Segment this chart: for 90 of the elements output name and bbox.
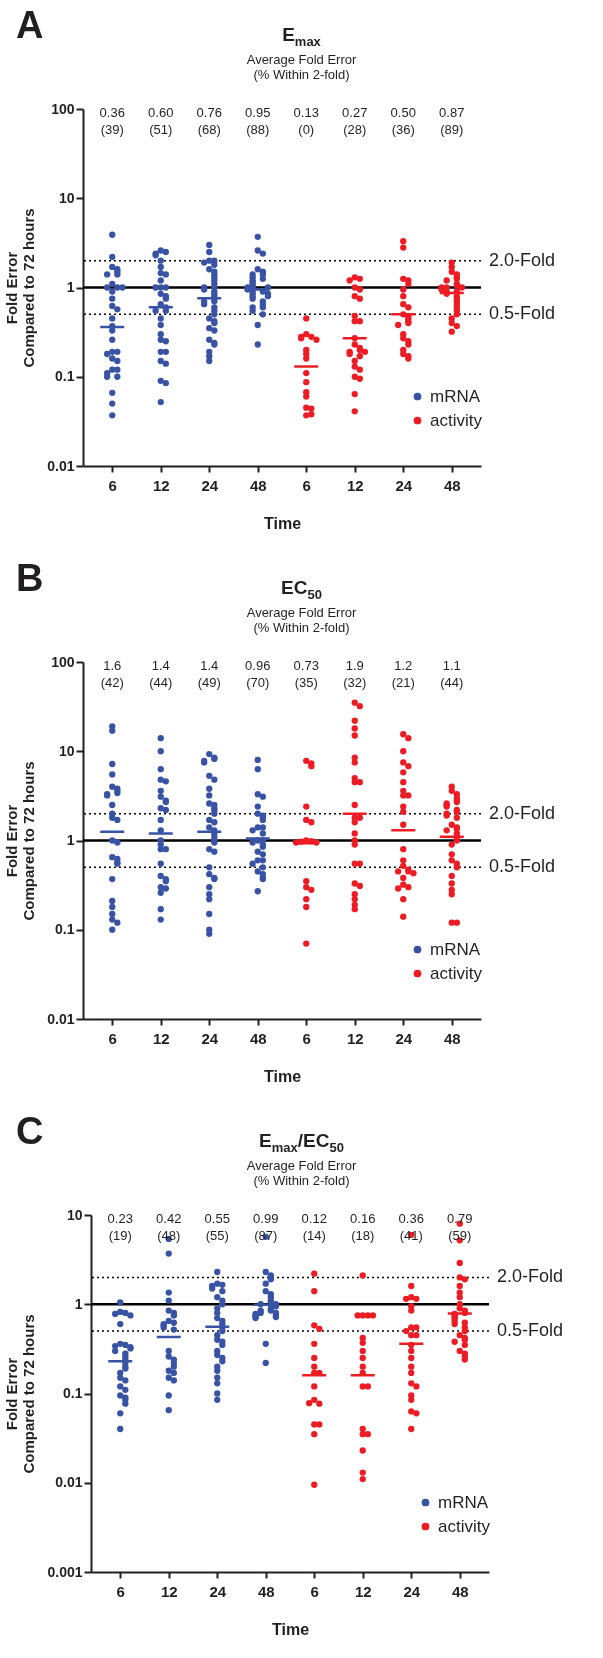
text: C xyxy=(16,1110,44,1153)
x-tick-label: 48 xyxy=(443,1029,461,1047)
annotation: 0.12 (14) xyxy=(301,1211,327,1243)
annotation: 0.13 (0) xyxy=(293,105,319,137)
text: A xyxy=(16,4,44,47)
x-tick-label: 48 xyxy=(257,1582,275,1600)
ref-line-label: 0.5-Fold xyxy=(489,303,556,324)
y-tick-label: 10 xyxy=(58,189,75,206)
ref-line-label: 0.5-Fold xyxy=(489,856,556,877)
y-tick-label: 100 xyxy=(51,653,75,670)
x-tick-label: 12 xyxy=(354,1582,372,1600)
x-tick-label: 48 xyxy=(249,1029,267,1047)
x-tick-label: 48 xyxy=(249,476,267,494)
y-tick-label: 0.1 xyxy=(63,1385,83,1401)
x-tick-label: 48 xyxy=(451,1582,469,1600)
x-tick-label: 48 xyxy=(443,476,461,494)
legend-label: mRNA xyxy=(430,939,481,959)
legend-label: mRNA xyxy=(430,386,481,406)
y-tick-label: 0.1 xyxy=(55,368,75,385)
x-tick-label: 24 xyxy=(201,476,219,494)
annotation: 0.27 (28) xyxy=(342,105,368,137)
x-tick-label: 12 xyxy=(346,1029,364,1047)
annotation: 0.76 (68) xyxy=(196,105,222,137)
legend-label: activity xyxy=(430,410,483,430)
annotation: 0.36 (39) xyxy=(99,105,125,137)
text: B xyxy=(16,557,44,600)
x-tick-label: 6 xyxy=(108,476,117,494)
y-axis-title: Fold Error Compared to 72 hours xyxy=(3,208,38,368)
x-tick-label: 12 xyxy=(152,476,170,494)
y-tick-label: 0.01 xyxy=(47,1010,75,1027)
x-tick-label: 24 xyxy=(403,1582,421,1600)
annotation: 1.9 (32) xyxy=(343,658,367,690)
x-tick-label: 6 xyxy=(302,476,311,494)
y-tick-label: 1 xyxy=(74,1295,83,1312)
ref-line-label: 2.0-Fold xyxy=(489,249,556,270)
y-tick-label: 10 xyxy=(58,742,75,759)
legend-label: activity xyxy=(438,1516,491,1536)
y-tick-label: 0.01 xyxy=(47,457,75,474)
annotation: 0.23 (19) xyxy=(107,1211,133,1243)
annotation: 0.50 (36) xyxy=(390,105,416,137)
annotation: 1.4 (49) xyxy=(197,658,221,690)
x-tick-label: 24 xyxy=(209,1582,227,1600)
ref-line-label: 0.5-Fold xyxy=(497,1320,564,1341)
chart-title: E$_{max}$/EC$_{50}$ xyxy=(259,1130,344,1155)
x-tick-label: 24 xyxy=(395,476,413,494)
x-tick-label: 6 xyxy=(116,1582,125,1600)
x-tick-label: 12 xyxy=(160,1582,178,1600)
y-axis-title: Fold Error Compared to 72 hours xyxy=(3,1314,38,1474)
annotation: 0.60 (51) xyxy=(148,105,174,137)
y-tick-label: 0.1 xyxy=(55,921,75,938)
text: Average Fold Error (% Within 2-fold) xyxy=(245,605,358,635)
x-tick-label: 12 xyxy=(346,476,364,494)
y-tick-label: 10 xyxy=(66,1206,83,1223)
annotation: 0.99 (87) xyxy=(253,1211,279,1243)
annotation: 0.36 (41) xyxy=(398,1211,424,1243)
y-axis-title: Fold Error Compared to 72 hours xyxy=(3,761,38,921)
x-axis-title: Time xyxy=(271,1620,310,1638)
legend-label: activity xyxy=(430,963,483,983)
x-tick-label: 12 xyxy=(152,1029,170,1047)
annotation: 0.55 (55) xyxy=(204,1211,230,1243)
annotation: 1.4 (44) xyxy=(149,658,173,690)
x-tick-label: 6 xyxy=(108,1029,117,1047)
annotation: 0.96 (70) xyxy=(245,658,271,690)
x-tick-label: 24 xyxy=(395,1029,413,1047)
x-tick-label: 6 xyxy=(310,1582,319,1600)
annotation: 1.6 (42) xyxy=(100,658,124,690)
annotation: 0.73 (35) xyxy=(293,658,319,690)
chart-title: E$_{max}$ xyxy=(282,24,321,49)
chart-title: EC$_{50}$ xyxy=(281,577,322,602)
x-tick-label: 24 xyxy=(201,1029,219,1047)
legend-label: mRNA xyxy=(438,1492,489,1512)
x-axis-title: Time xyxy=(263,514,302,532)
annotation: 0.42 (48) xyxy=(156,1211,182,1243)
annotation: 0.79 (59) xyxy=(447,1211,473,1243)
y-tick-label: 0.01 xyxy=(55,1474,83,1491)
x-tick-label: 6 xyxy=(302,1029,311,1047)
annotation: 0.87 (89) xyxy=(439,105,465,137)
annotation: 0.16 (18) xyxy=(350,1211,376,1243)
ref-line-label: 2.0-Fold xyxy=(489,802,556,823)
y-tick-label: 0.001 xyxy=(47,1563,83,1580)
ref-line-label: 2.0-Fold xyxy=(497,1266,564,1287)
annotation: 0.95 (88) xyxy=(245,105,271,137)
y-tick-label: 1 xyxy=(66,279,75,295)
y-tick-label: 1 xyxy=(66,832,75,848)
annotation: 1.2 (21) xyxy=(391,658,415,690)
text: Average Fold Error (% Within 2-fold) xyxy=(245,52,358,82)
y-tick-label: 100 xyxy=(51,100,75,117)
text: Average Fold Error (% Within 2-fold) xyxy=(245,1158,358,1188)
x-axis-title: Time xyxy=(263,1067,302,1085)
annotation: 1.1 (44) xyxy=(440,658,464,690)
